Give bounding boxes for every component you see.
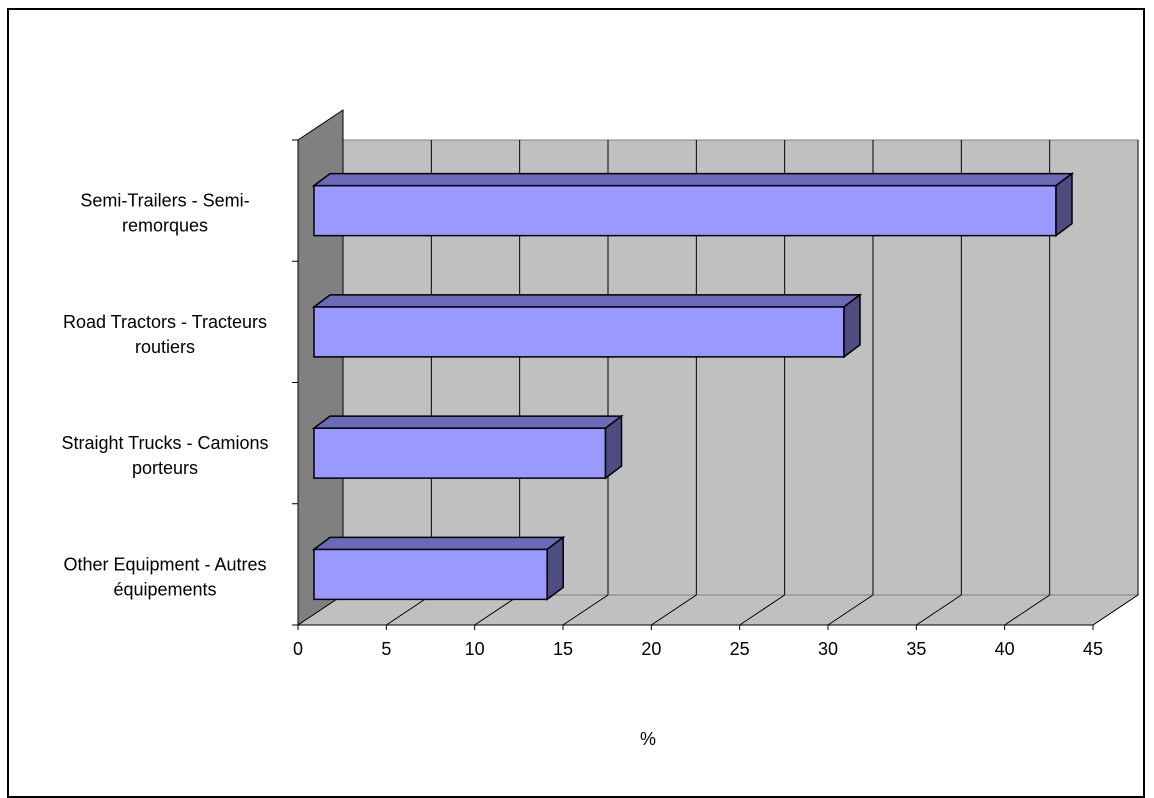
bar-side <box>546 535 564 601</box>
x-tick-label: 10 <box>465 639 485 659</box>
y-category-label-line: porteurs <box>132 458 198 478</box>
y-category-label-line: équipements <box>113 579 216 599</box>
floor-gridline <box>916 594 962 626</box>
bar-side <box>1055 172 1073 238</box>
x-tick-label: 40 <box>995 639 1015 659</box>
y-category-label: Road Tractors - Tracteurs routiers <box>63 312 267 357</box>
floor-gridline <box>1004 594 1050 626</box>
x-tick-label: 30 <box>818 639 838 659</box>
bar-top <box>311 536 566 551</box>
bar <box>313 184 1057 237</box>
x-tick-label: 15 <box>553 639 573 659</box>
y-category-label: Straight Trucks - Camions porteurs <box>61 433 268 478</box>
x-tick-label: 5 <box>381 639 391 659</box>
floor-gridline <box>1092 594 1139 626</box>
floor-gridline <box>562 594 609 626</box>
bar-side <box>843 293 861 359</box>
bar-top <box>311 172 1075 187</box>
floor-gridline <box>651 594 697 626</box>
x-axis-title: % <box>640 729 656 749</box>
x-tick-label: 25 <box>730 639 750 659</box>
y-category-label-line: routiers <box>135 337 195 357</box>
bar-side <box>604 414 623 480</box>
x-tick-label: 45 <box>1083 639 1103 659</box>
y-category-label: Semi-Trailers - Semi-remorques <box>80 191 249 236</box>
floor-gridline <box>739 594 785 626</box>
x-tick-label: 20 <box>641 639 661 659</box>
floor-gridline <box>827 594 874 626</box>
y-category-label-line: Semi-Trailers - Semi- <box>80 191 249 211</box>
bar-top <box>311 415 624 429</box>
bar <box>313 548 548 601</box>
y-category-label: Other Equipment - Autres équipements <box>63 554 266 599</box>
y-category-label-line: Straight Trucks - Camions <box>61 433 268 453</box>
bar <box>313 306 845 358</box>
bar-top <box>311 294 863 308</box>
x-tick-label: 0 <box>293 639 303 659</box>
x-tick-label: 35 <box>906 639 926 659</box>
y-category-label-line: Other Equipment - Autres <box>63 554 266 574</box>
y-category-label-line: Road Tractors - Tracteurs <box>63 312 267 332</box>
bar <box>313 427 607 479</box>
y-category-label-line: remorques <box>122 216 208 236</box>
